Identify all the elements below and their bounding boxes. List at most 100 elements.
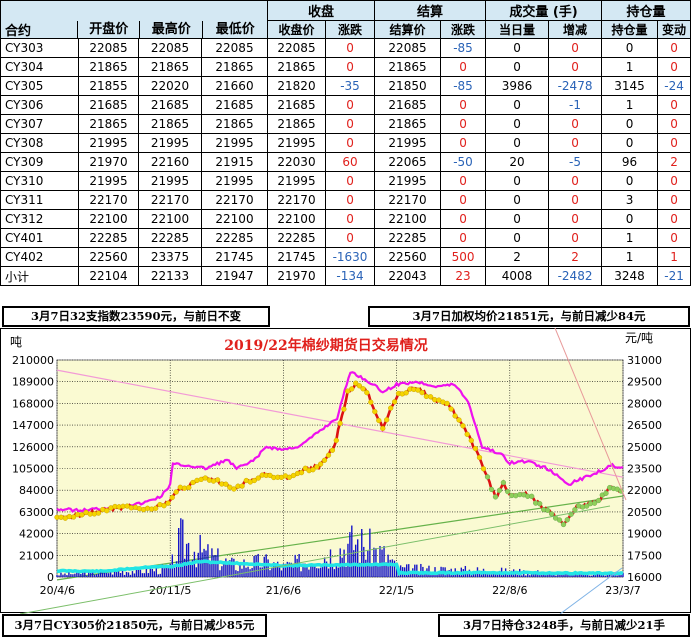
price-marker <box>333 437 339 444</box>
table-cell: 22065 <box>374 152 442 172</box>
table-row: CY303 22085 22085 22085 22085 0 22085 -85 0 0 0 0 <box>0 38 692 58</box>
price-marker <box>298 469 305 476</box>
contract-cell: CY303 <box>0 38 79 58</box>
table-cell: 22170 <box>201 190 268 210</box>
table-cell: 0 <box>440 228 487 248</box>
price-marker <box>496 487 503 494</box>
header-low: 最低价 <box>202 21 266 38</box>
table-cell: 0 <box>485 38 550 58</box>
table-cell: 23375 <box>138 247 202 267</box>
table-cell: 1 <box>601 228 659 248</box>
table-row: CY308 21995 21995 21995 21995 0 21995 0 0 0 0 0 <box>0 133 692 153</box>
table-cell: 0 <box>485 57 550 77</box>
y2-tick-label: 23500 <box>627 463 662 476</box>
table-cell: 0 <box>485 95 550 115</box>
price-marker <box>79 512 85 518</box>
table-cell: 0 <box>548 209 603 229</box>
table-cell: 0 <box>601 38 659 58</box>
table-cell: 0 <box>657 95 692 115</box>
table-cell: 0 <box>601 114 659 134</box>
table-cell: 21995 <box>201 171 268 191</box>
price-marker <box>153 505 159 511</box>
table-cell: 22285 <box>138 228 202 248</box>
table-cell: -5 <box>548 152 603 172</box>
table-cell: 22100 <box>267 209 326 229</box>
table-cell: 0 <box>324 228 376 248</box>
table-cell: 0 <box>324 171 376 191</box>
table-cell: 0 <box>324 95 376 115</box>
x-tick-label: 20/11/5 <box>149 584 191 597</box>
header-close-change: 涨跌 <box>324 20 376 39</box>
price-marker <box>376 417 382 424</box>
price-marker <box>202 475 208 481</box>
table-cell: 0 <box>601 171 659 191</box>
table-cell: 0 <box>548 190 603 210</box>
price-marker <box>529 493 535 499</box>
quote-table: 合约 开盘价 最高价 最低价 收盘 结算 成交量 (手) 持仓量 收盘价 涨跌 … <box>0 0 692 286</box>
table-cell: 3 <box>601 190 659 210</box>
table-row: 小计 22104 22133 21947 21970 -134 22043 23 4008 -24… <box>0 266 692 286</box>
table-cell: 21865 <box>138 57 202 77</box>
table-cell: 0 <box>657 171 692 191</box>
price-marker <box>427 394 434 400</box>
price-marker <box>186 484 192 491</box>
table-cell: -2482 <box>548 266 603 286</box>
table-cell: 20 <box>485 152 550 172</box>
table-cell: 21915 <box>201 152 268 172</box>
header-settle-change: 涨跌 <box>440 20 487 39</box>
table-row: CY309 21970 22160 21915 22030 60 22065 -50 20 -5 9… <box>0 152 692 172</box>
table-cell: 21947 <box>201 266 268 286</box>
table-cell: 22170 <box>374 190 442 210</box>
table-cell: 22100 <box>78 209 139 229</box>
price-marker <box>476 454 483 461</box>
header-volume-change: 增减 <box>548 20 603 39</box>
table-cell: 22160 <box>138 152 202 172</box>
table-cell: 21865 <box>201 114 268 134</box>
table-cell: 0 <box>324 190 376 210</box>
y-tick-label: 84000 <box>19 484 54 497</box>
table-cell: 22100 <box>201 209 268 229</box>
contract-cell: CY304 <box>0 57 79 77</box>
y2-tick-label: 25000 <box>627 441 662 454</box>
price-marker <box>584 503 590 509</box>
contract-cell: CY402 <box>0 247 79 267</box>
table-cell: 21995 <box>78 133 139 153</box>
header-open: 开盘价 <box>77 21 139 38</box>
header-oi-change: 变动 <box>657 20 692 39</box>
table-cell: 0 <box>657 190 692 210</box>
table-cell: -134 <box>324 266 376 286</box>
group-close: 收盘 <box>266 0 376 21</box>
price-marker <box>181 485 188 491</box>
group-header-row: 合约 开盘价 最高价 最低价 收盘 结算 成交量 (手) 持仓量 <box>0 0 692 39</box>
table-cell: 0 <box>657 228 692 248</box>
table-cell: 21685 <box>138 95 202 115</box>
table-cell: 22100 <box>138 209 202 229</box>
price-marker <box>255 475 261 481</box>
contract-cell: CY308 <box>0 133 79 153</box>
table-cell: -35 <box>324 76 376 96</box>
price-marker <box>384 417 390 423</box>
table-cell: 21995 <box>267 171 326 191</box>
table-cell: 0 <box>485 114 550 134</box>
price-marker <box>341 406 347 412</box>
table-cell: 22030 <box>267 152 326 172</box>
price-marker <box>468 437 474 444</box>
price-marker <box>325 452 332 458</box>
note-weighted-price: 3月7日加权均价21851元，与前日减少84元 <box>368 306 690 327</box>
table-cell: 0 <box>548 133 603 153</box>
table-cell: -1630 <box>324 247 376 267</box>
table-row: CY305 21855 22020 21660 21820 -35 21850 -85 3986… <box>0 76 692 96</box>
header-contract: 合约 <box>5 24 32 39</box>
table-cell: 22085 <box>78 38 139 58</box>
table-cell: 0 <box>324 114 376 134</box>
table-cell: -85 <box>440 38 487 58</box>
price-marker <box>239 483 245 489</box>
price-marker <box>169 494 175 501</box>
header-close-price: 收盘价 <box>267 20 326 39</box>
table-cell: 21865 <box>267 114 326 134</box>
price-marker <box>329 447 336 453</box>
price-marker <box>488 486 495 493</box>
price-marker <box>391 399 398 405</box>
header-oi: 持仓量 <box>601 20 659 39</box>
x-tick-label: 22/1/5 <box>379 584 414 597</box>
